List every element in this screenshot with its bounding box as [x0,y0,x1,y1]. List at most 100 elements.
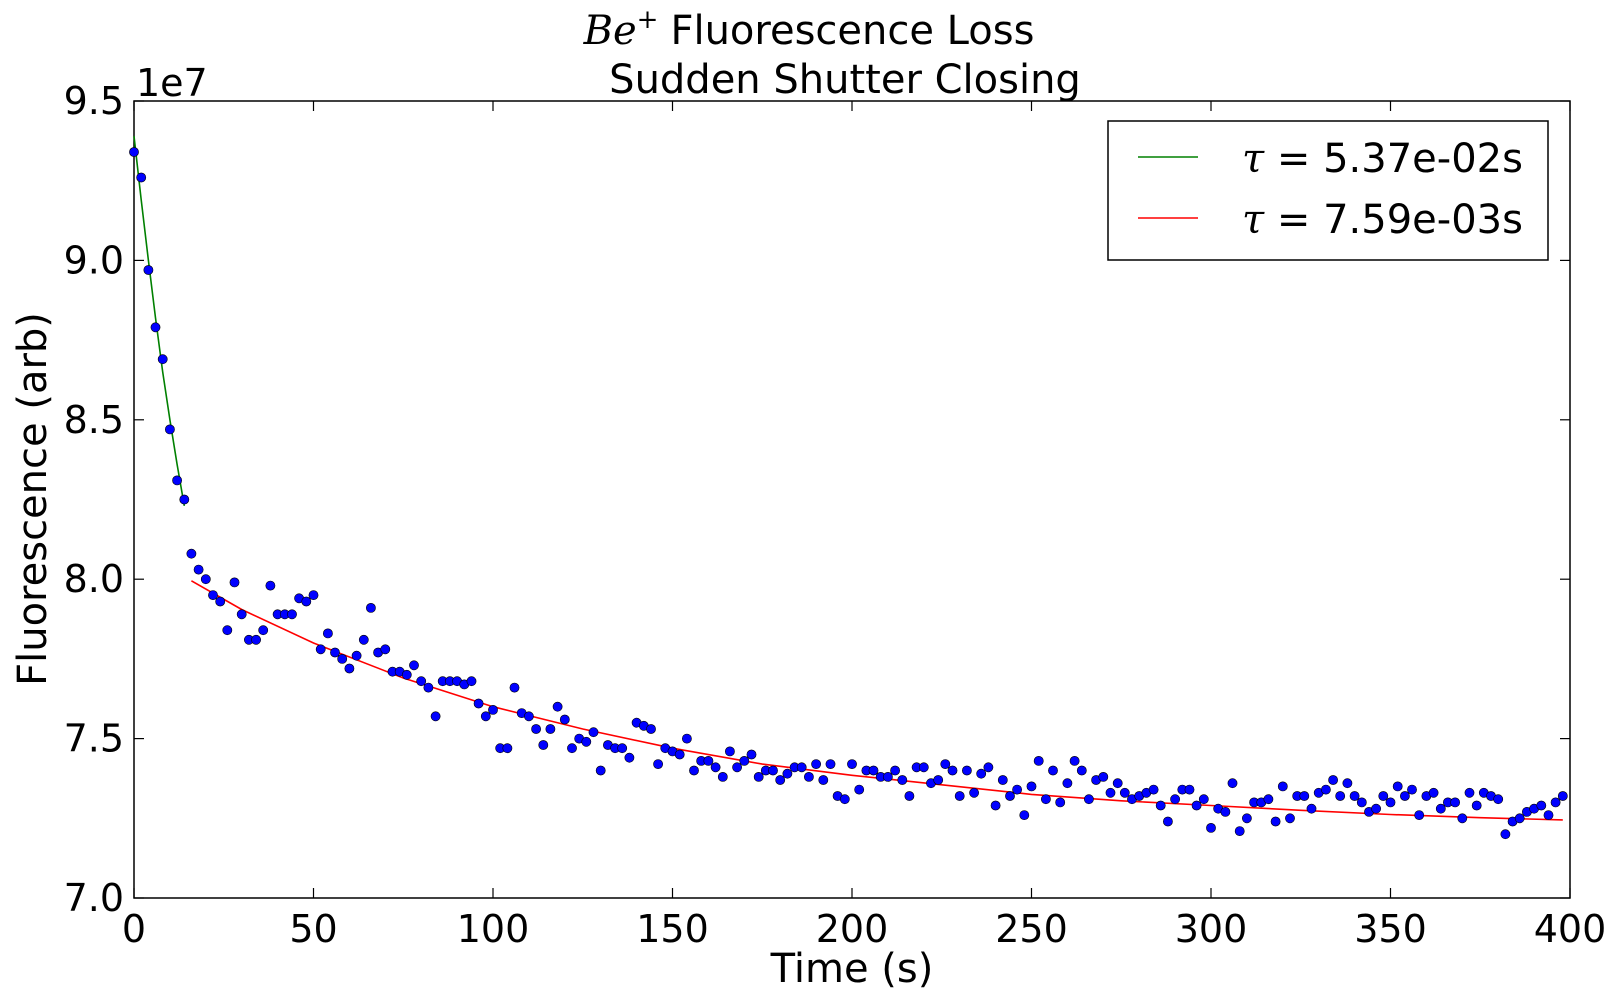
data-point [1163,816,1173,827]
data-point [380,644,391,655]
data-point [1012,784,1022,795]
data-point [473,698,484,709]
data-point [488,705,498,715]
data-point [344,663,355,674]
legend-box [1107,120,1549,261]
data-point [1407,784,1417,795]
data-point [193,564,204,575]
axis-ticks [133,100,1571,899]
data-point [301,596,312,607]
data-point [1328,775,1338,785]
data-point [1220,807,1231,817]
y-tick-label-9.5: 9.5 [64,79,124,123]
data-point [559,714,570,725]
data-point [172,475,182,486]
data-point [509,682,520,693]
data-point [430,711,441,722]
x-tick-label-350: 350 [1354,907,1427,951]
data-point [682,733,692,744]
data-point [739,756,750,766]
data-point [732,762,742,773]
data-point [129,147,139,157]
data-point [1055,797,1066,808]
x-tick-label-300: 300 [1175,907,1248,951]
data-point [1069,756,1080,766]
data-point [1242,813,1252,824]
chart-title-line2: Sudden Shutter Closing [609,57,1081,103]
data-point [725,746,735,757]
data-point [1184,784,1195,795]
data-point [624,752,635,763]
data-point [157,354,168,365]
x-axis-label: Time (s) [770,946,934,992]
data-point [1471,800,1482,811]
x-tick-label-150: 150 [636,907,709,951]
chart-title-line1: Be+ Fluorescence Loss [583,5,1035,54]
y-tick-label-9.0: 9.0 [64,238,124,282]
data-point [1062,778,1073,789]
data-point [365,603,376,613]
data-point [581,736,592,747]
data-point [617,743,628,754]
x-tick-label-100: 100 [457,907,530,951]
legend-tau-symbol: τ [1242,197,1265,243]
data-point [186,548,197,559]
x-tick-label-200: 200 [816,907,889,951]
data-point [1005,791,1015,801]
data-point [315,644,326,655]
data-point [847,759,857,769]
title-math-species: Be [583,8,637,54]
data-point [854,784,865,795]
data-point [1392,781,1403,792]
data-point [947,765,958,776]
data-point [1536,800,1547,811]
data-point [258,625,269,636]
data-point [746,749,757,760]
data-point [531,724,541,734]
data-point [1299,791,1310,801]
data-point [1450,797,1460,808]
data-point [969,787,979,798]
data-point [1076,765,1087,776]
data-point [804,772,814,782]
data-point [143,265,154,275]
data-point [1155,800,1166,811]
data-point [265,580,276,591]
data-point [287,609,297,620]
data-point [796,762,807,773]
y-tick-label-8.0: 8.0 [64,557,124,601]
data-point [897,775,908,785]
data-point [179,494,190,505]
data-point [1414,810,1425,820]
data-point [330,647,340,658]
data-point [150,322,161,333]
data-point [1285,813,1295,824]
data-point [1557,791,1568,801]
data-points [129,147,1568,840]
data-point [409,660,419,671]
data-point [717,772,728,782]
data-point [236,609,247,620]
data-point [1263,794,1274,805]
data-point [1543,810,1554,820]
data-point [1493,794,1504,805]
data-point [1234,826,1245,836]
data-point [567,743,577,754]
data-point [136,172,147,183]
data-point [1400,791,1410,801]
legend: τ = 5.37e-02s τ = 7.59e-03s [1107,120,1549,261]
data-point [653,759,663,769]
data-point [1500,829,1511,840]
data-point [222,625,233,636]
data-point [646,724,656,734]
data-point [933,775,944,785]
data-point [839,794,850,805]
data-point [1191,800,1202,811]
data-point [1335,791,1346,801]
data-point [588,727,599,738]
data-point [1457,813,1468,824]
data-point [868,765,879,776]
data-point [1277,781,1288,792]
data-point [1550,797,1561,808]
data-point [208,590,218,600]
